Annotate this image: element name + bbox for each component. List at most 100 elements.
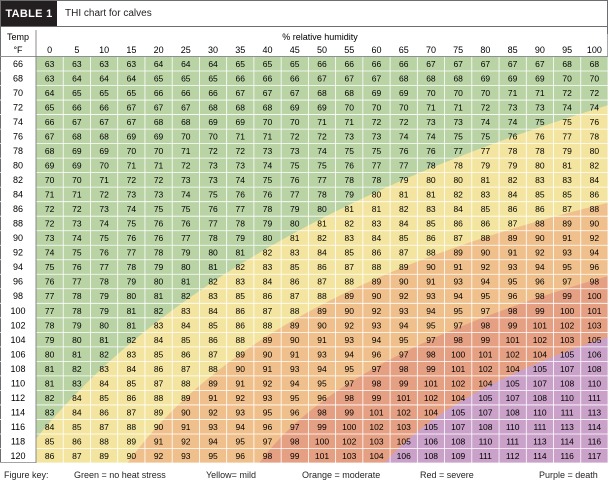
value-cell: 77 xyxy=(208,219,218,229)
value-cell: 81 xyxy=(181,277,191,287)
value-cell: 63 xyxy=(127,59,137,69)
value-cell: 86 xyxy=(508,204,518,214)
value-cell: 87 xyxy=(508,219,518,229)
value-cell: 82 xyxy=(181,291,191,301)
value-cell: 113 xyxy=(588,407,602,417)
value-cell: 102 xyxy=(342,436,356,446)
column-header: 90 xyxy=(535,45,545,55)
value-cell: 65 xyxy=(263,59,273,69)
value-cell: 94 xyxy=(481,277,491,287)
row-header: 80 xyxy=(13,161,23,171)
value-cell: 82 xyxy=(317,233,327,243)
value-cell: 70 xyxy=(399,103,409,113)
value-cell: 107 xyxy=(506,393,520,403)
value-cell: 94 xyxy=(345,349,355,359)
value-cell: 94 xyxy=(590,248,600,258)
value-cell: 85 xyxy=(236,291,246,301)
value-cell: 85 xyxy=(72,422,82,432)
row-header: 94 xyxy=(13,262,23,272)
value-cell: 89 xyxy=(127,436,137,446)
value-cell: 74 xyxy=(263,161,273,171)
grid-lines xyxy=(0,30,609,464)
value-cell: 104 xyxy=(451,393,465,403)
value-cell: 111 xyxy=(533,422,546,432)
value-cell: 90 xyxy=(590,219,600,229)
value-cell: 83 xyxy=(535,175,545,185)
value-cell: 99 xyxy=(372,393,382,403)
value-cell: 100 xyxy=(560,306,574,316)
value-cell: 89 xyxy=(263,335,273,345)
value-cell: 91 xyxy=(263,364,273,374)
value-cell: 65 xyxy=(72,88,82,98)
value-cell: 67 xyxy=(345,73,355,83)
value-cell: 96 xyxy=(372,349,382,359)
value-cell: 96 xyxy=(535,277,545,287)
value-cell: 77 xyxy=(399,161,409,171)
value-cell: 86 xyxy=(535,204,545,214)
value-cell: 65 xyxy=(290,59,300,69)
value-cell: 66 xyxy=(290,73,300,83)
value-cell: 78 xyxy=(127,262,137,272)
value-cell: 92 xyxy=(399,291,409,301)
value-cell: 93 xyxy=(508,262,518,272)
value-cell: 98 xyxy=(263,451,273,461)
value-cell: 82 xyxy=(453,190,463,200)
value-cell: 71 xyxy=(535,88,545,98)
row-header: 118 xyxy=(11,436,25,446)
value-cell: 80 xyxy=(263,233,273,243)
column-header: 50 xyxy=(317,45,327,55)
value-cell: 98 xyxy=(345,393,355,403)
value-cell: 80 xyxy=(290,219,300,229)
value-cell: 82 xyxy=(399,204,409,214)
value-cell: 84 xyxy=(317,248,327,258)
value-cell: 98 xyxy=(590,277,600,287)
value-cell: 72 xyxy=(99,190,109,200)
value-cell: 75 xyxy=(45,262,55,272)
value-cell: 65 xyxy=(45,103,55,113)
value-cell: 93 xyxy=(263,393,273,403)
value-cell: 72 xyxy=(181,161,191,171)
row-header-unit: °F xyxy=(13,45,23,55)
value-cell: 110 xyxy=(588,378,602,388)
value-cell: 73 xyxy=(345,132,355,142)
column-header: 35 xyxy=(235,45,245,55)
value-cell: 79 xyxy=(263,219,273,229)
row-header: 116 xyxy=(11,422,25,432)
value-cell: 74 xyxy=(72,233,82,243)
row-header: 100 xyxy=(10,306,25,316)
value-cell: 102 xyxy=(478,364,492,374)
value-cell: 95 xyxy=(208,451,218,461)
value-cell: 67 xyxy=(290,88,300,98)
value-cell: 66 xyxy=(399,59,409,69)
value-cell: 80 xyxy=(208,248,218,258)
value-cell: 85 xyxy=(45,436,55,446)
value-cell: 87 xyxy=(399,248,409,258)
value-cell: 75 xyxy=(72,248,82,258)
value-cell: 85 xyxy=(535,190,545,200)
value-cell: 78 xyxy=(453,161,463,171)
column-header: 20 xyxy=(154,45,164,55)
value-cell: 78 xyxy=(535,146,545,156)
value-cell: 93 xyxy=(317,349,327,359)
value-cell: 76 xyxy=(99,248,109,258)
value-cell: 87 xyxy=(317,277,327,287)
value-cell: 75 xyxy=(481,132,491,142)
column-header: 25 xyxy=(181,45,191,55)
value-cell: 81 xyxy=(45,364,55,374)
value-cell: 85 xyxy=(99,393,109,403)
value-cell: 67 xyxy=(127,117,137,127)
value-cell: 73 xyxy=(236,161,246,171)
value-cell: 81 xyxy=(154,291,164,301)
value-cell: 73 xyxy=(99,204,109,214)
value-cell: 106 xyxy=(424,436,438,446)
value-cell: 76 xyxy=(508,132,518,142)
row-header: 88 xyxy=(13,219,23,229)
value-cell: 81 xyxy=(127,306,137,316)
value-cell: 67 xyxy=(508,59,518,69)
row-header: 98 xyxy=(13,291,23,301)
value-cell: 95 xyxy=(453,306,463,316)
value-cell: 81 xyxy=(45,378,55,388)
value-cell: 83 xyxy=(345,233,355,243)
value-cell: 64 xyxy=(181,59,191,69)
value-cell: 88 xyxy=(154,393,164,403)
